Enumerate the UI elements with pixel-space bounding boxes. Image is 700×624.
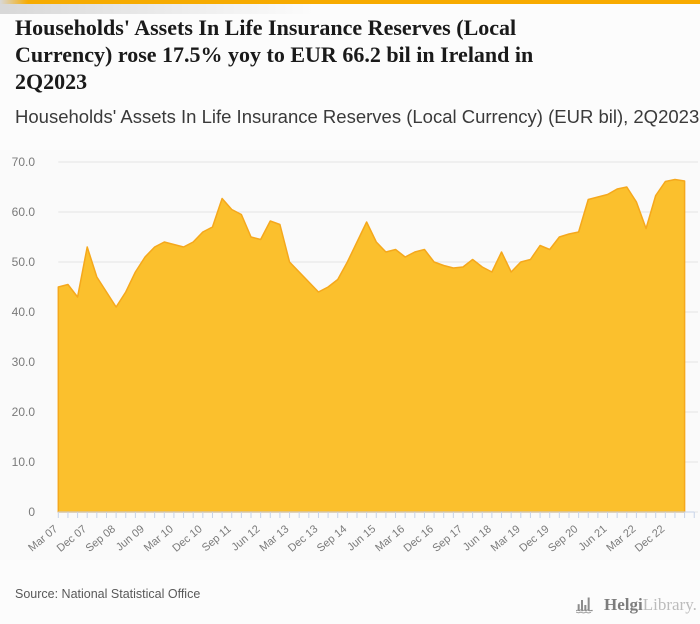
svg-text:20.0: 20.0 (12, 405, 36, 419)
svg-text:30.0: 30.0 (12, 355, 36, 369)
svg-text:60.0: 60.0 (12, 205, 36, 219)
svg-text:50.0: 50.0 (12, 255, 36, 269)
svg-text:0: 0 (28, 505, 35, 519)
svg-text:70.0: 70.0 (12, 155, 36, 169)
svg-text:40.0: 40.0 (12, 305, 36, 319)
svg-text:10.0: 10.0 (12, 455, 36, 469)
